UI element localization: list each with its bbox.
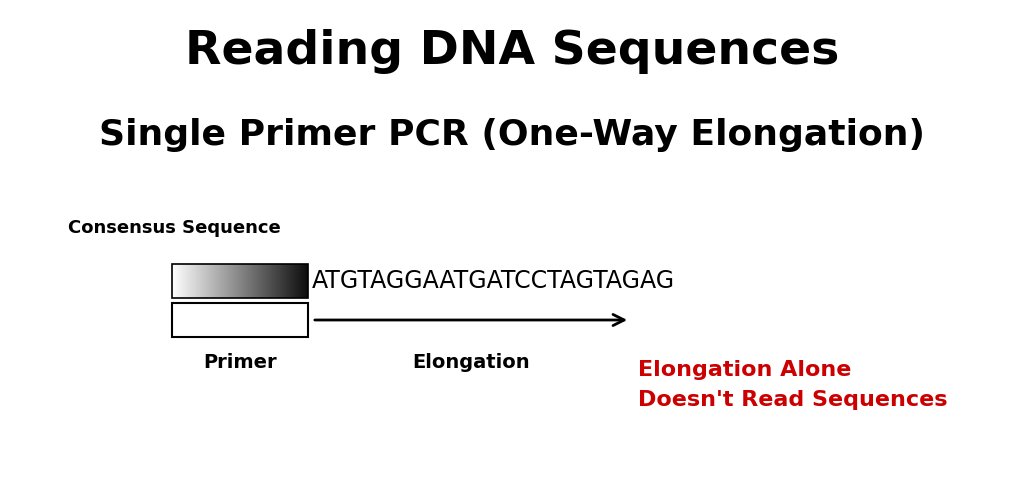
Text: Elongation Alone: Elongation Alone (638, 360, 851, 380)
Text: Primer: Primer (203, 352, 276, 371)
Text: Single Primer PCR (One-Way Elongation): Single Primer PCR (One-Way Elongation) (99, 118, 925, 152)
Text: Reading DNA Sequences: Reading DNA Sequences (184, 29, 840, 75)
Bar (172, 264, 308, 298)
Bar (172, 303, 308, 337)
Text: Elongation: Elongation (413, 352, 529, 371)
Text: Doesn't Read Sequences: Doesn't Read Sequences (638, 390, 947, 410)
Text: ATGTAGGAATGATCCTAGTAGAG: ATGTAGGAATGATCCTAGTAGAG (312, 269, 675, 293)
Text: Consensus Sequence: Consensus Sequence (68, 219, 281, 237)
